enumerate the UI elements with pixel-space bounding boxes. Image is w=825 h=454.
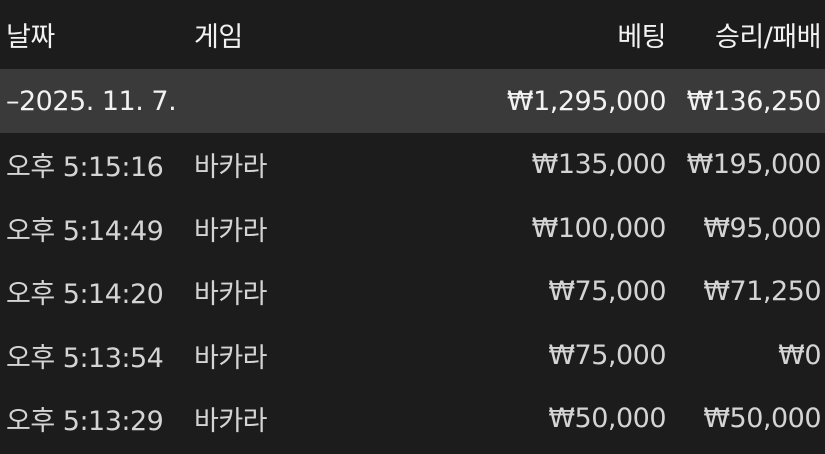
row-game: 바카라 <box>194 279 268 311</box>
collapse-toggle-icon[interactable]: – <box>6 85 20 117</box>
row-bet: ₩50,000 <box>548 403 666 435</box>
row-game: 바카라 <box>194 342 268 374</box>
row-time: 오후 5:14:49 <box>6 215 164 247</box>
column-header-bet[interactable]: 베팅 <box>617 22 666 53</box>
row-bet: ₩75,000 <box>548 276 666 308</box>
date-group-row[interactable]: –2025. 11. 7. ₩1,295,000 ₩136,250 <box>0 69 825 133</box>
row-time: 오후 5:15:16 <box>6 152 164 184</box>
table-row[interactable]: 오후 5:13:29 바카라 ₩50,000 ₩50,000 <box>0 387 825 451</box>
group-date: 2025. 11. 7. <box>19 85 177 117</box>
row-time: 오후 5:13:29 <box>6 406 164 438</box>
table-row[interactable]: 오후 5:15:16 바카라 ₩135,000 ₩195,000 <box>0 133 825 197</box>
group-result-total: ₩136,250 <box>686 85 822 117</box>
row-result: ₩0 <box>778 339 821 371</box>
row-result: ₩50,000 <box>703 403 821 435</box>
table-row[interactable]: 오후 5:14:49 바카라 ₩100,000 ₩95,000 <box>0 197 825 261</box>
group-bet-total: ₩1,295,000 <box>506 85 667 117</box>
row-bet: ₩135,000 <box>531 149 667 181</box>
table-header: 날짜 게임 베팅 승리/패배 <box>0 0 825 69</box>
column-header-date[interactable]: 날짜 <box>6 22 55 53</box>
row-result: ₩95,000 <box>703 212 821 244</box>
table-row[interactable]: 오후 5:14:20 바카라 ₩75,000 ₩71,250 <box>0 260 825 324</box>
row-result: ₩71,250 <box>703 276 821 308</box>
table-row[interactable]: 오후 5:13:54 바카라 ₩75,000 ₩0 <box>0 324 825 388</box>
row-bet: ₩100,000 <box>531 212 667 244</box>
column-header-game[interactable]: 게임 <box>194 22 243 53</box>
column-header-result[interactable]: 승리/패배 <box>715 22 821 53</box>
row-result: ₩195,000 <box>686 149 822 181</box>
row-time: 오후 5:13:54 <box>6 342 164 374</box>
row-time: 오후 5:14:20 <box>6 279 164 311</box>
row-game: 바카라 <box>194 152 268 184</box>
row-game: 바카라 <box>194 215 268 247</box>
row-game: 바카라 <box>194 406 268 438</box>
row-bet: ₩75,000 <box>548 339 666 371</box>
